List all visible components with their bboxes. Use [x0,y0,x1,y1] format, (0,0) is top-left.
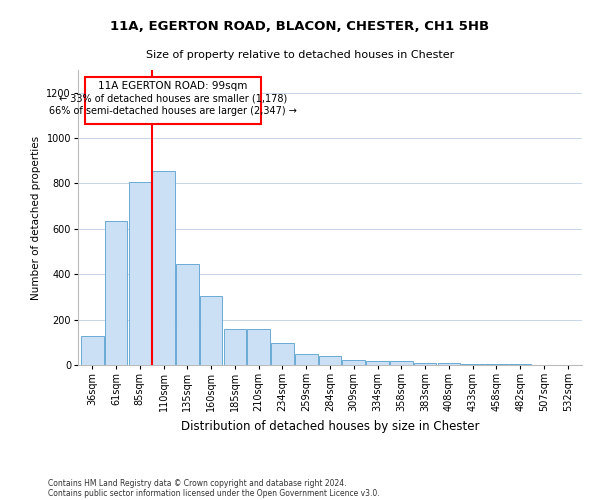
Text: Contains public sector information licensed under the Open Government Licence v3: Contains public sector information licen… [48,488,380,498]
Text: Size of property relative to detached houses in Chester: Size of property relative to detached ho… [146,50,454,60]
Text: 11A, EGERTON ROAD, BLACON, CHESTER, CH1 5HB: 11A, EGERTON ROAD, BLACON, CHESTER, CH1 … [110,20,490,33]
Bar [200,296,223,365]
Text: 11A EGERTON ROAD: 99sqm: 11A EGERTON ROAD: 99sqm [98,82,248,92]
X-axis label: Distribution of detached houses by size in Chester: Distribution of detached houses by size … [181,420,479,432]
Y-axis label: Number of detached properties: Number of detached properties [31,136,41,300]
Bar [366,361,389,365]
Bar [437,363,460,365]
Bar [390,361,413,365]
Bar [176,264,199,365]
Bar [319,356,341,365]
Bar [414,363,436,365]
Bar [105,221,127,365]
Bar [81,336,104,365]
Bar [152,171,175,365]
Bar [224,328,246,365]
Bar [461,364,484,365]
Bar [485,364,508,365]
Text: Contains HM Land Registry data © Crown copyright and database right 2024.: Contains HM Land Registry data © Crown c… [48,478,347,488]
Bar [343,360,365,365]
Bar [247,328,270,365]
Bar [128,182,151,365]
Bar [509,364,532,365]
Bar [85,77,261,124]
Bar [295,354,317,365]
Bar [271,344,294,365]
Text: ← 33% of detached houses are smaller (1,178): ← 33% of detached houses are smaller (1,… [59,94,287,104]
Text: 66% of semi-detached houses are larger (2,347) →: 66% of semi-detached houses are larger (… [49,106,297,117]
